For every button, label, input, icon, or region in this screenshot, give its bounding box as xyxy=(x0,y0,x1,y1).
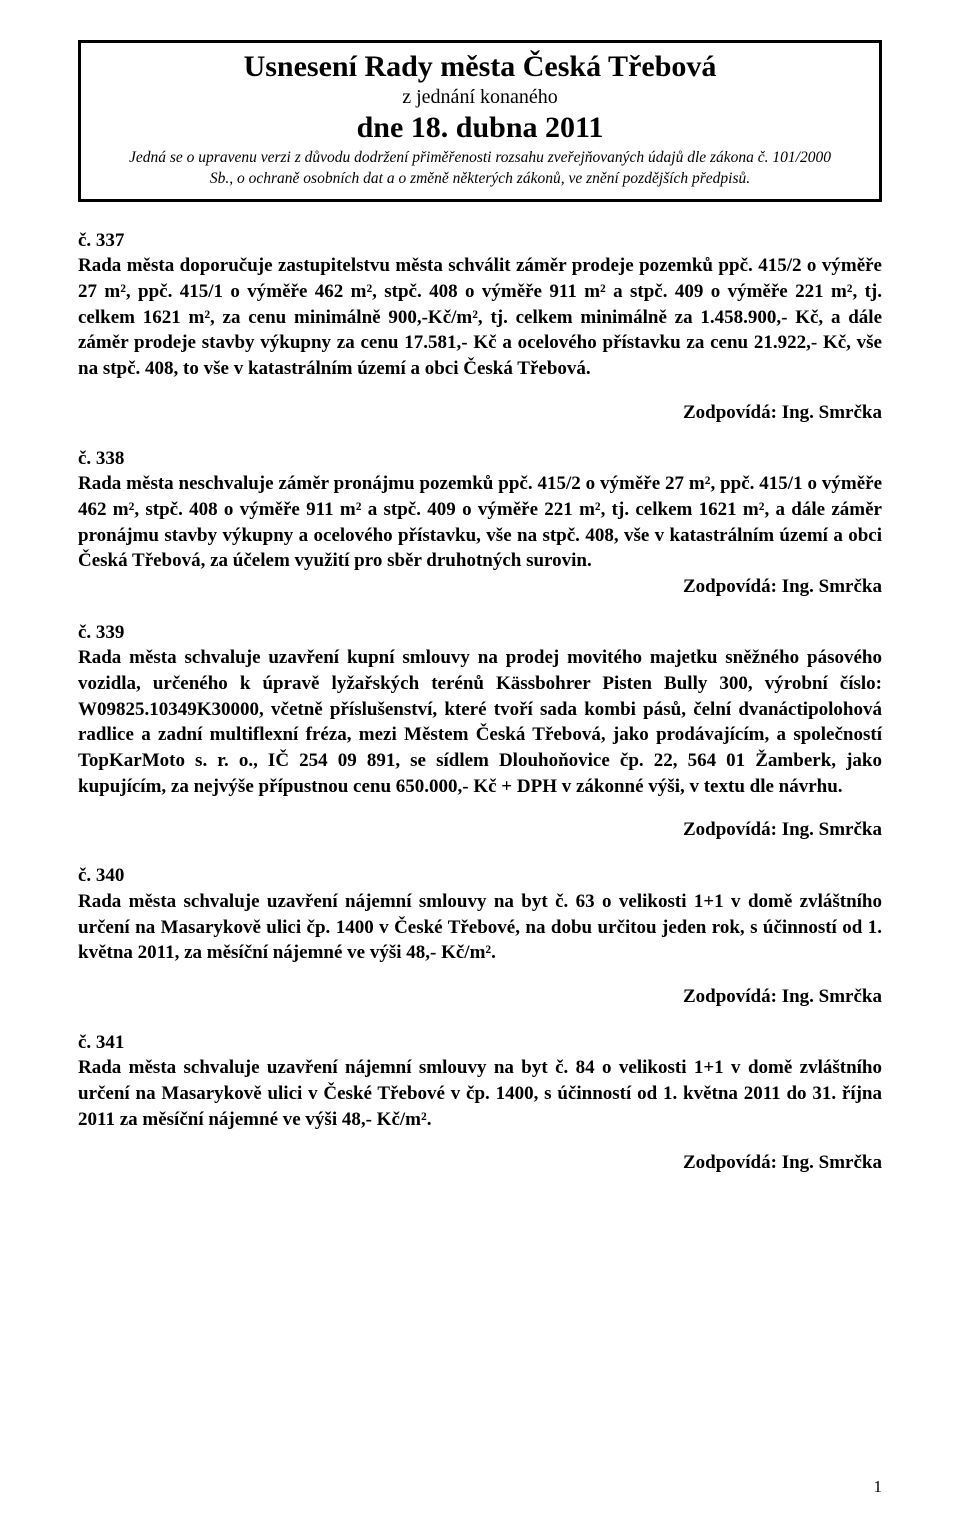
resolution: č. 339Rada města schvaluje uzavření kupn… xyxy=(78,620,882,841)
document-page: Usnesení Rady města Česká Třebová z jedn… xyxy=(0,0,960,1527)
resolutions-container: č. 337Rada města doporučuje zastupitelst… xyxy=(78,228,882,1175)
header-title: Usnesení Rady města Česká Třebová xyxy=(91,49,869,85)
resolution: č. 338Rada města neschvaluje záměr proná… xyxy=(78,446,882,598)
resolution-responsible: Zodpovídá: Ing. Smrčka xyxy=(78,986,882,1008)
resolution-body: Rada města neschvaluje záměr pronájmu po… xyxy=(78,471,882,574)
resolution-body: Rada města schvaluje uzavření nájemní sm… xyxy=(78,889,882,966)
resolution-body: Rada města schvaluje uzavření nájemní sm… xyxy=(78,1055,882,1132)
resolution-number: č. 340 xyxy=(78,863,882,889)
resolution-responsible: Zodpovídá: Ing. Smrčka xyxy=(78,1152,882,1174)
resolution-number: č. 341 xyxy=(78,1030,882,1056)
header-note-line2: Sb., o ochraně osobních dat a o změně ně… xyxy=(91,169,869,188)
header-box: Usnesení Rady města Česká Třebová z jedn… xyxy=(78,40,882,202)
resolution-number: č. 337 xyxy=(78,228,882,254)
resolution-responsible: Zodpovídá: Ing. Smrčka xyxy=(78,402,882,424)
resolution: č. 341Rada města schvaluje uzavření náje… xyxy=(78,1030,882,1175)
header-subtitle: z jednání konaného xyxy=(91,85,869,110)
header-date: dne 18. dubna 2011 xyxy=(91,110,869,146)
resolution-body: Rada města schvaluje uzavření kupní smlo… xyxy=(78,645,882,799)
resolution-responsible: Zodpovídá: Ing. Smrčka xyxy=(78,576,882,598)
header-note-line1: Jedná se o upravenu verzi z důvodu dodrž… xyxy=(91,148,869,167)
resolution-number: č. 339 xyxy=(78,620,882,646)
resolution: č. 340Rada města schvaluje uzavření náje… xyxy=(78,863,882,1008)
resolution: č. 337Rada města doporučuje zastupitelst… xyxy=(78,228,882,424)
page-number: 1 xyxy=(874,1477,883,1497)
resolution-number: č. 338 xyxy=(78,446,882,472)
resolution-body: Rada města doporučuje zastupitelstvu měs… xyxy=(78,253,882,381)
resolution-responsible: Zodpovídá: Ing. Smrčka xyxy=(78,819,882,841)
